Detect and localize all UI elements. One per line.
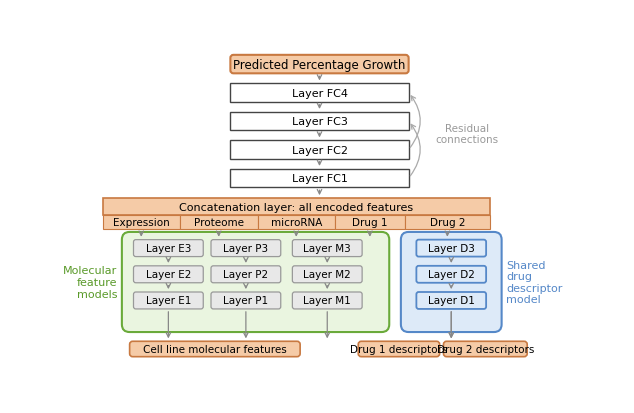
Text: Shared
drug
descriptor
model: Shared drug descriptor model: [507, 260, 562, 305]
Bar: [335, 216, 404, 229]
Text: Predicted Percentage Growth: Predicted Percentage Growth: [233, 58, 406, 71]
Text: Layer FC2: Layer FC2: [292, 145, 347, 155]
Bar: [103, 216, 180, 229]
Bar: [230, 84, 409, 102]
FancyBboxPatch shape: [211, 292, 281, 309]
FancyBboxPatch shape: [129, 342, 300, 357]
Text: Drug 1: Drug 1: [352, 217, 387, 228]
FancyBboxPatch shape: [417, 240, 486, 257]
FancyBboxPatch shape: [292, 266, 362, 283]
Text: Drug 1 descriptors: Drug 1 descriptors: [350, 344, 448, 354]
FancyBboxPatch shape: [292, 292, 362, 309]
FancyBboxPatch shape: [134, 240, 204, 257]
FancyBboxPatch shape: [122, 233, 389, 332]
Text: Layer P3: Layer P3: [223, 244, 268, 254]
FancyBboxPatch shape: [211, 266, 281, 283]
Text: Layer E3: Layer E3: [146, 244, 191, 254]
Text: Layer E2: Layer E2: [146, 270, 191, 280]
Text: Layer FC4: Layer FC4: [292, 88, 347, 98]
FancyBboxPatch shape: [417, 292, 486, 309]
Text: Layer M3: Layer M3: [304, 244, 351, 254]
Text: Layer FC3: Layer FC3: [292, 117, 347, 127]
Text: Layer FC1: Layer FC1: [292, 173, 347, 184]
Text: Drug 2: Drug 2: [430, 217, 465, 228]
Text: Layer D2: Layer D2: [428, 270, 475, 280]
FancyBboxPatch shape: [134, 266, 204, 283]
Bar: [230, 169, 409, 188]
Text: microRNA: microRNA: [271, 217, 322, 228]
Text: Layer D1: Layer D1: [428, 296, 475, 306]
Bar: [404, 216, 490, 229]
Text: Layer E1: Layer E1: [146, 296, 191, 306]
FancyBboxPatch shape: [230, 56, 409, 74]
Text: Layer P1: Layer P1: [223, 296, 268, 306]
FancyBboxPatch shape: [292, 240, 362, 257]
Text: Cell line molecular features: Cell line molecular features: [143, 344, 287, 354]
FancyBboxPatch shape: [401, 233, 501, 332]
FancyBboxPatch shape: [358, 342, 439, 357]
Text: Residual
connections: Residual connections: [435, 123, 498, 145]
FancyBboxPatch shape: [417, 266, 486, 283]
FancyBboxPatch shape: [211, 240, 281, 257]
Bar: [230, 113, 409, 131]
Text: Layer P2: Layer P2: [223, 270, 268, 280]
Text: Expression: Expression: [113, 217, 170, 228]
FancyBboxPatch shape: [134, 292, 204, 309]
FancyBboxPatch shape: [444, 342, 527, 357]
Text: Drug 2 descriptors: Drug 2 descriptors: [437, 344, 534, 354]
Bar: [180, 216, 257, 229]
Text: Concatenation layer: all encoded features: Concatenation layer: all encoded feature…: [179, 202, 413, 212]
Text: Layer D3: Layer D3: [428, 244, 475, 254]
Bar: [257, 216, 335, 229]
Text: Layer M1: Layer M1: [304, 296, 351, 306]
Text: Proteome: Proteome: [194, 217, 243, 228]
Text: Molecular
feature
models: Molecular feature models: [63, 266, 117, 299]
Text: Layer M2: Layer M2: [304, 270, 351, 280]
Bar: [230, 141, 409, 159]
Bar: [103, 199, 490, 216]
